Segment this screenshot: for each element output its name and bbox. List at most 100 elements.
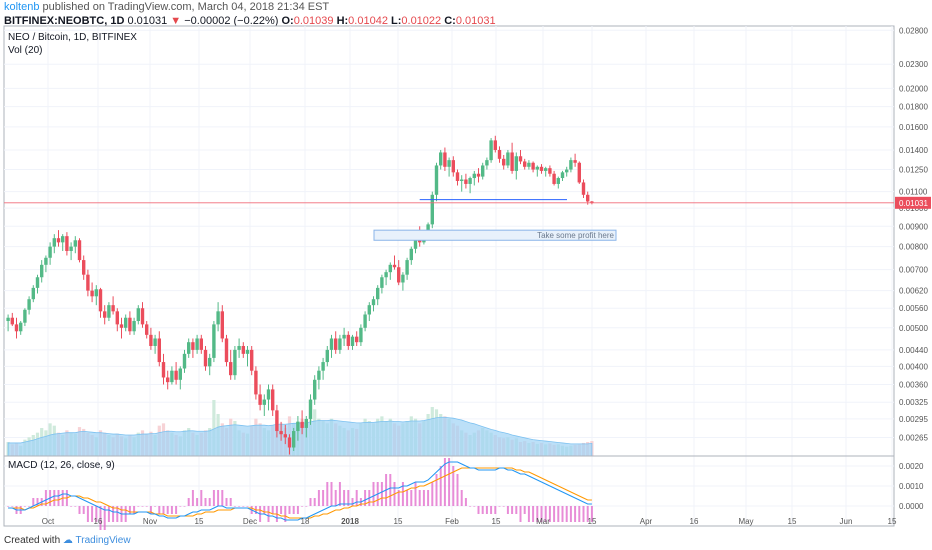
time-tick-label: Nov xyxy=(143,517,157,526)
macd-histogram-bar xyxy=(204,498,207,506)
time-tick-label: 15 xyxy=(394,517,403,526)
candle-body xyxy=(363,314,367,328)
macd-histogram-bar xyxy=(523,506,526,514)
candle-body xyxy=(460,179,464,181)
symbol-name: BITFINEX:NEOBTC, 1D xyxy=(4,15,125,27)
price-tick-label: 0.01800 xyxy=(899,103,928,112)
price-pane[interactable]: Take some profit here NEO / Bitcoin, 1D,… xyxy=(3,25,895,526)
author-link[interactable]: koltenb xyxy=(4,1,40,13)
macd-histogram-bar xyxy=(233,506,236,507)
price-tick-label: 0.00500 xyxy=(899,324,928,333)
candle-body xyxy=(94,289,98,297)
candle-body xyxy=(119,324,124,328)
profit-zone-box[interactable] xyxy=(373,229,617,241)
candle-body xyxy=(510,152,514,171)
candle-body xyxy=(229,362,233,376)
macd-histogram-bar xyxy=(456,474,459,506)
candle-body xyxy=(48,246,52,258)
candle-body xyxy=(107,305,111,318)
candle-body xyxy=(23,309,27,323)
macd-histogram-bar xyxy=(116,506,119,522)
macd-histogram-bar xyxy=(380,482,383,506)
candle-body xyxy=(271,389,275,411)
candle-body xyxy=(464,179,468,184)
price-pane-frame xyxy=(3,25,895,457)
candle-body xyxy=(132,321,136,332)
candle-body xyxy=(241,345,245,354)
macd-histogram-bar xyxy=(464,498,467,506)
time-tick-label: 15 xyxy=(888,517,897,526)
macd-pane[interactable]: MACD (12, 26, close, 9) xyxy=(3,455,895,530)
macd-tick-label: 0.0020 xyxy=(899,462,924,471)
macd-histogram-bar xyxy=(208,498,211,506)
last-price-label: 0.01031 xyxy=(895,196,931,209)
macd-histogram-bar xyxy=(410,490,413,506)
macd-histogram-bar xyxy=(511,506,514,514)
price-tick-label: 0.00360 xyxy=(899,381,928,390)
candle-body xyxy=(334,338,338,350)
price-tick-label: 0.00800 xyxy=(899,243,928,252)
macd-histogram-bar xyxy=(74,506,77,507)
macd-histogram-bar xyxy=(506,506,509,514)
close-label: C: xyxy=(444,15,456,27)
candle-body xyxy=(124,317,128,328)
macd-histogram-bar xyxy=(309,498,312,506)
macd-histogram-bar xyxy=(439,466,442,506)
macd-histogram-bar xyxy=(149,506,152,514)
candle-body xyxy=(82,260,86,275)
macd-histogram-bar xyxy=(364,490,367,506)
candle-body xyxy=(140,308,145,325)
macd-histogram-bar xyxy=(280,506,283,514)
low-value: 0.01022 xyxy=(401,15,442,27)
last-price: 0.01031 xyxy=(127,15,168,27)
profit-zone-label: Take some profit here xyxy=(537,231,614,240)
candle-body xyxy=(355,336,359,343)
macd-histogram-bar xyxy=(347,490,350,506)
macd-histogram-bar xyxy=(44,490,47,506)
open-value: 0.01039 xyxy=(293,15,334,27)
last-price-label-bg xyxy=(895,196,931,209)
macd-histogram-bar xyxy=(263,506,266,514)
macd-line xyxy=(8,461,592,521)
candle-body xyxy=(531,162,535,170)
symbol-info: BITFINEX:NEOBTC, 1D 0.01031 ▼ −0.00002 (… xyxy=(4,15,496,27)
macd-histogram-bar xyxy=(145,506,148,507)
time-tick-label: May xyxy=(738,517,753,526)
candle-body xyxy=(157,338,161,363)
candle-body xyxy=(388,264,392,273)
time-axis[interactable]: Oct 16 Nov 15 Dec 18 2018 15 Feb 15 Mar 15 Apr 16 May 1… xyxy=(42,517,897,526)
candle-body xyxy=(178,368,182,380)
candle-body xyxy=(539,166,544,171)
macd-histogram-bar xyxy=(519,506,522,522)
price-tick-label: 0.02300 xyxy=(899,60,928,69)
published-text: published on TradingView.com, March 04, … xyxy=(42,1,330,13)
macd-histogram-bar xyxy=(540,506,543,522)
candle-body xyxy=(569,160,573,170)
price-axis[interactable]: 0.02800 0.02300 0.02000 0.01800 0.01600 0.014… xyxy=(899,26,928,442)
macd-histogram-bar xyxy=(133,506,136,514)
macd-histogram-bar xyxy=(128,506,131,514)
candle-body xyxy=(476,173,481,177)
price-tick-label: 0.01250 xyxy=(899,166,928,175)
macd-histogram-bar xyxy=(95,506,98,522)
candle-body xyxy=(380,277,384,288)
candle-body xyxy=(98,289,103,312)
macd-histogram-bar xyxy=(162,506,165,514)
price-tick-label: 0.00900 xyxy=(899,222,928,231)
candle-body xyxy=(468,178,472,184)
candle-body xyxy=(149,334,153,346)
candle-body xyxy=(308,399,313,419)
macd-histogram-bar xyxy=(170,506,173,514)
candle-body xyxy=(69,246,73,251)
macd-histogram-bar xyxy=(355,490,358,506)
macd-histogram-bar xyxy=(23,506,26,507)
candle-body xyxy=(313,379,317,400)
macd-histogram-bar xyxy=(401,482,404,506)
macd-histogram-bar xyxy=(296,506,299,514)
tradingview-brand[interactable]: TradingView xyxy=(75,535,131,546)
macd-histogram-bar xyxy=(166,506,169,514)
signal-line xyxy=(8,467,592,519)
volume-bar xyxy=(212,400,216,456)
macd-histogram-bar xyxy=(565,506,568,522)
